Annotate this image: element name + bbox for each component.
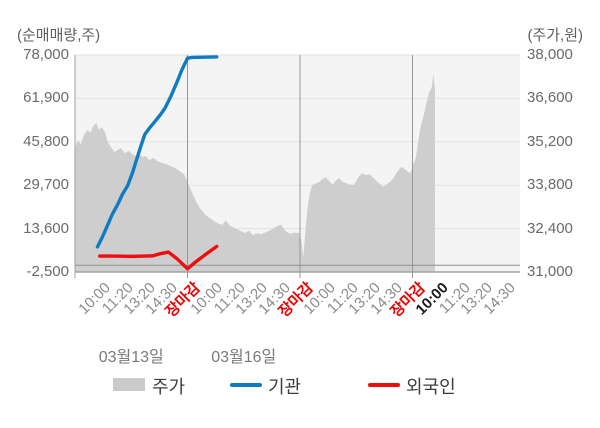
- right-axis-unit-label: (주가,원): [527, 27, 583, 44]
- legend-label-foreigner: 외국인: [406, 377, 456, 397]
- right-axis-tick-label: 38,000: [527, 46, 573, 63]
- chart-legend: 주가 기관 외국인: [0, 368, 600, 404]
- legend-label-price: 주가: [152, 377, 186, 397]
- date-label: 03월16일: [211, 349, 277, 366]
- left-axis-unit-label: (순매매량,주): [17, 27, 101, 44]
- left-axis-tick-label: 61,900: [23, 89, 69, 107]
- right-axis-tick-label: 31,000: [527, 263, 573, 280]
- left-axis-tick-label: 29,700: [23, 176, 69, 194]
- right-axis-tick-label: 36,600: [527, 89, 573, 107]
- left-axis-tick-label: 45,800: [23, 132, 69, 150]
- right-axis-tick-label: 33,800: [527, 176, 573, 194]
- date-label: 03월13일: [98, 349, 164, 366]
- right-axis-tick-label: 32,400: [527, 219, 573, 237]
- left-axis-tick-label: -2,500: [26, 263, 69, 280]
- price-area-swatch: [113, 378, 145, 391]
- right-axis-tick-label: 35,200: [527, 132, 573, 150]
- left-axis-tick-label: 78,000: [23, 46, 69, 63]
- institution-line-swatch: [230, 383, 262, 387]
- left-axis-tick-label: 13,600: [23, 219, 69, 237]
- foreigner-line-swatch: [368, 383, 400, 387]
- legend-label-institution: 기관: [268, 377, 302, 397]
